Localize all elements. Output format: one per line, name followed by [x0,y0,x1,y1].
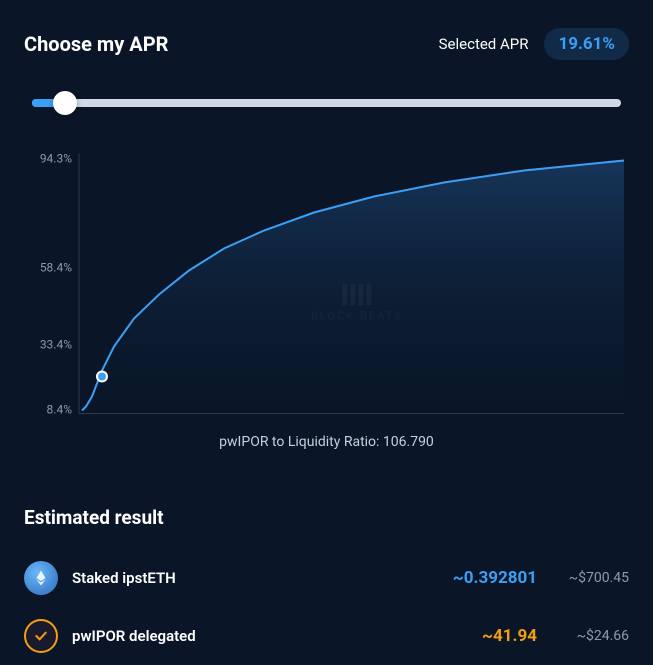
chart-svg: 94.3% 58.4% 33.4% 8.4% [24,146,629,426]
apr-group: Selected APR 19.61% [439,28,629,60]
result-name: Staked ipstETH [72,569,393,587]
slider-thumb[interactable] [53,91,77,115]
y-axis-label: 94.3% [40,152,72,166]
selected-apr-label: Selected APR [439,35,529,53]
result-usd: ~$24.66 [551,628,629,644]
header: Choose my APR Selected APR 19.61% [24,28,629,60]
result-amount: ~0.392801 [407,568,537,588]
delegated-icon [24,619,58,653]
y-axis-label: 58.4% [40,261,72,275]
chart-caption: pwIPOR to Liquidity Ratio: 106.790 [24,434,629,450]
apr-slider[interactable] [24,88,629,118]
y-axis-label: 33.4% [40,338,72,352]
result-row: pwIPOR delegated ~41.94 ~$24.66 [24,607,629,665]
apr-chart: 94.3% 58.4% 33.4% 8.4% BLOCK BEATS [24,146,629,426]
result-usd: ~$700.45 [551,570,629,586]
selected-apr-value: 19.61% [544,28,629,60]
result-name: pwIPOR delegated [72,627,393,645]
chart-area [82,161,624,414]
slider-track [32,99,621,107]
result-row: Staked ipstETH ~0.392801 ~$700.45 [24,549,629,607]
staked-icon [24,561,58,595]
y-axis-label: 8.4% [47,403,73,417]
page-title: Choose my APR [24,32,168,56]
chart-marker [97,372,107,382]
results-title: Estimated result [24,506,629,529]
result-amount: ~41.94 [407,626,537,646]
